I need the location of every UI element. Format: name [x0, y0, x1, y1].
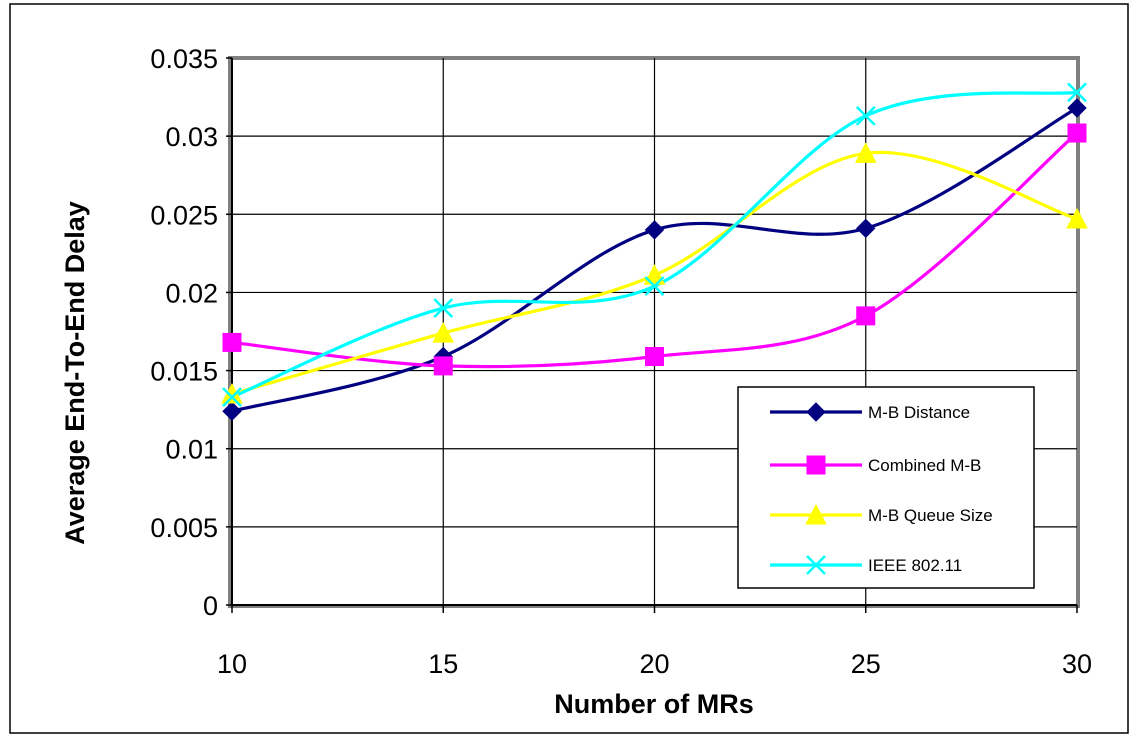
data-point-series-1: [222, 401, 242, 421]
legend-swatch-marker: [806, 555, 826, 575]
legend: M-B Distance Combined M-B M-B Queue Size IE…: [737, 386, 1035, 589]
data-point-series-3: [854, 142, 877, 163]
x-axis-title: Number of MRs: [554, 689, 754, 719]
data-point-series-1: [1067, 98, 1087, 118]
series-line-3: [231, 150, 1078, 396]
data-point-series-4: [855, 105, 876, 126]
y-axis-title: Average End-To-End Delay: [60, 201, 90, 545]
legend-entry-3: M-B Queue Size: [770, 503, 993, 525]
data-point-series-3: [1066, 207, 1088, 229]
legend-entry-2: Combined M-B: [770, 455, 981, 475]
legend-label: M-B Distance: [868, 403, 970, 422]
x-tick-label: 20: [639, 649, 669, 679]
data-point-series-4: [433, 298, 454, 318]
x-tick-label: 30: [1062, 649, 1092, 679]
data-point-series-2: [433, 356, 453, 376]
legend-box: [737, 386, 1035, 589]
y-tick-label: 0: [203, 591, 218, 621]
tick-labels: 0 0.005 0.01 0.015 0.02 0.025 0.03 0.035 10 15 20 2…: [150, 44, 1092, 679]
y-tick-label: 0.01: [165, 435, 218, 465]
data-point-series-2: [856, 306, 876, 326]
y-tick-label: 0.025: [150, 200, 218, 230]
data-point-series-4: [644, 276, 665, 297]
series-markers: [221, 82, 1088, 421]
data-point-series-4: [1067, 82, 1087, 103]
data-point-series-2: [222, 332, 242, 352]
legend-swatch-marker: [806, 402, 826, 422]
data-point-series-3: [432, 321, 455, 343]
data-point-series-4: [222, 387, 242, 408]
legend-label: IEEE 802.11: [868, 556, 962, 575]
legend-entries: M-B Distance Combined M-B M-B Queue Size IE…: [770, 402, 993, 575]
data-point-series-2: [1067, 123, 1087, 143]
y-tick-label: 0.02: [165, 278, 218, 308]
legend-swatch-marker: [806, 455, 826, 475]
y-tick-label: 0.015: [150, 357, 218, 387]
legend-entry-4: IEEE 802.11: [770, 555, 962, 575]
y-tick-label: 0.03: [165, 122, 218, 152]
legend-label: M-B Queue Size: [868, 506, 993, 525]
x-tick-label: 10: [217, 649, 247, 679]
legend-entry-1: M-B Distance: [770, 402, 970, 422]
x-tick-label: 25: [851, 649, 881, 679]
data-point-series-2: [645, 347, 664, 367]
x-tick-label: 15: [428, 649, 458, 679]
legend-swatch-marker: [805, 503, 827, 525]
data-point-series-1: [856, 218, 876, 239]
y-tick-label: 0.005: [150, 513, 218, 543]
data-point-series-1: [644, 220, 665, 240]
legend-label: Combined M-B: [868, 456, 981, 475]
y-tick-label: 0.035: [150, 44, 218, 74]
